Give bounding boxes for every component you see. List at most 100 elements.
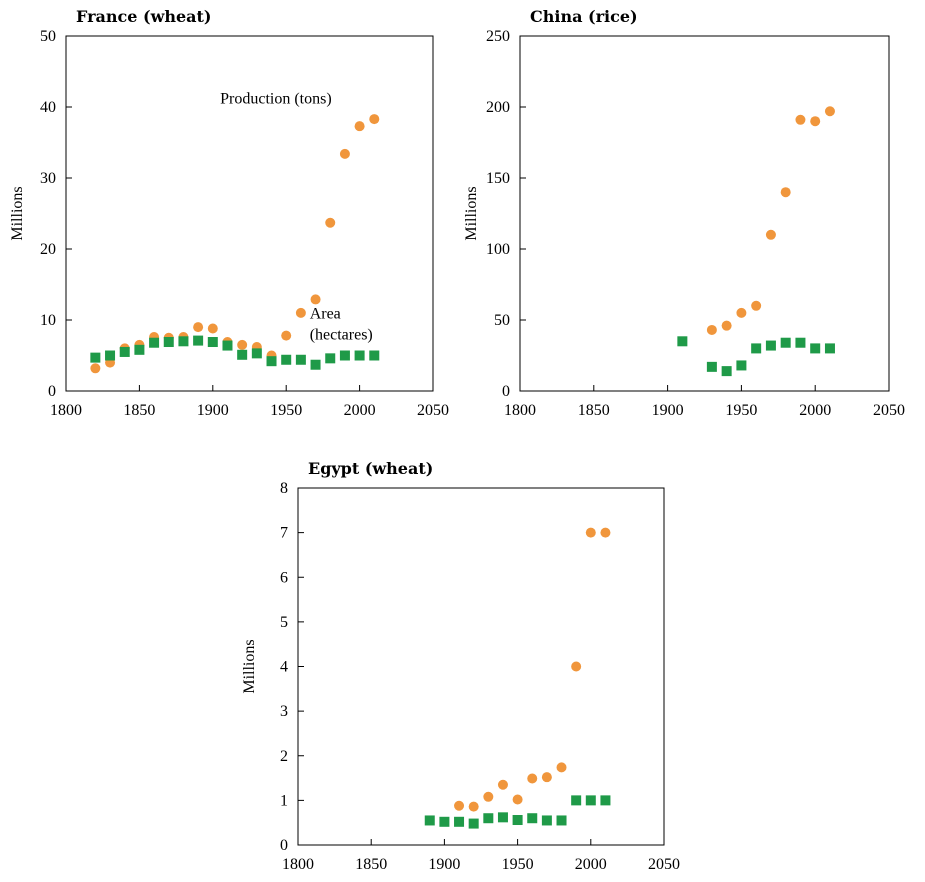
production-point	[193, 322, 204, 333]
production-point	[237, 339, 248, 350]
production-point	[281, 330, 292, 341]
y-tick-label: 1	[280, 792, 288, 809]
area-point	[780, 337, 791, 348]
area-point	[325, 353, 336, 364]
series-area	[677, 336, 835, 377]
production-point	[721, 320, 732, 331]
production-point	[585, 527, 596, 538]
y-tick-label: 50	[40, 28, 56, 45]
chart-egypt: Egypt (wheat) 0 1 2 3 4 5 6 7 8 1800 1850 1900 1950 20…	[241, 459, 680, 873]
series-production	[706, 106, 835, 335]
area-point	[721, 366, 732, 377]
production-point	[454, 800, 465, 811]
series-area	[424, 795, 611, 829]
x-tick-label: 1900	[652, 402, 684, 419]
x-tick-label: 1800	[282, 856, 314, 873]
area-point	[354, 350, 365, 361]
x-tick-label: 2000	[575, 856, 607, 873]
y-tick-label: 2	[280, 748, 288, 765]
x-tick-label: 1800	[50, 402, 82, 419]
y-axis-label: Millions	[9, 186, 26, 240]
production-point	[600, 527, 611, 538]
x-tick-label: 1800	[504, 402, 536, 419]
production-point	[339, 148, 350, 159]
area-point	[541, 815, 552, 826]
area-point	[497, 812, 508, 823]
y-tick-label: 0	[280, 837, 288, 854]
x-tick-label: 2050	[873, 402, 905, 419]
area-point	[765, 340, 776, 351]
area-point	[483, 813, 494, 824]
production-point	[765, 229, 776, 240]
x-tick-label: 1900	[197, 402, 229, 419]
y-axis-label: Millions	[463, 186, 480, 240]
area-point	[281, 354, 292, 365]
area-point	[795, 337, 806, 348]
area-point	[677, 336, 688, 347]
y-tick-label: 3	[280, 703, 288, 720]
y-tick-label: 5	[280, 614, 288, 631]
area-point	[571, 795, 582, 806]
area-point	[706, 361, 717, 372]
production-point	[354, 121, 365, 132]
x-tick-label: 1850	[355, 856, 387, 873]
area-point	[424, 815, 435, 826]
production-point	[90, 363, 101, 374]
annotation-label: Area	[310, 306, 341, 323]
area-point	[237, 349, 248, 360]
chart-title: China (rice)	[530, 7, 638, 26]
x-tick-label: 2000	[799, 402, 831, 419]
area-point	[119, 346, 130, 357]
production-point	[325, 217, 336, 228]
area-point	[824, 343, 835, 354]
x-tick-label: 1900	[428, 856, 460, 873]
area-point	[222, 340, 233, 351]
production-point	[810, 116, 821, 127]
area-point	[454, 816, 465, 827]
area-point	[439, 816, 450, 827]
series-production	[90, 114, 380, 374]
area-point	[369, 350, 380, 361]
area-point	[751, 343, 762, 354]
area-point	[810, 343, 821, 354]
area-point	[295, 354, 306, 365]
chart-title: France (wheat)	[76, 7, 211, 26]
area-point	[339, 350, 350, 361]
area-point	[527, 813, 538, 824]
x-tick-label: 1850	[578, 402, 610, 419]
production-point	[556, 762, 567, 773]
y-tick-label: 30	[40, 170, 56, 187]
annotation-label: (hectares)	[310, 327, 373, 344]
area-point	[266, 356, 277, 367]
area-point	[193, 335, 204, 346]
production-point	[310, 294, 321, 305]
x-tick-label: 1850	[123, 402, 155, 419]
production-point	[780, 187, 791, 198]
plot-frame	[519, 35, 890, 392]
area-point	[163, 337, 174, 348]
production-point	[824, 106, 835, 117]
area-point	[134, 344, 145, 355]
y-tick-label: 200	[486, 99, 510, 116]
x-tick-label: 1950	[725, 402, 757, 419]
y-tick-label: 7	[280, 525, 288, 542]
chart-france: France (wheat) 0 10 20 30 40 50 1800 1850 1900 195…	[9, 7, 449, 419]
area-point	[468, 818, 479, 829]
y-tick-label: 150	[486, 170, 510, 187]
production-point	[512, 794, 523, 805]
area-point	[178, 336, 189, 347]
area-point	[585, 795, 596, 806]
y-tick-label: 4	[280, 659, 288, 676]
x-tick-label: 1950	[270, 402, 302, 419]
production-point	[541, 772, 552, 783]
area-point	[105, 350, 116, 361]
area-point	[512, 815, 523, 826]
y-tick-label: 8	[280, 480, 288, 497]
y-axis-label: Millions	[241, 639, 258, 693]
production-point	[369, 114, 380, 125]
y-tick-label: 250	[486, 28, 510, 45]
area-point	[149, 337, 160, 348]
production-point	[295, 307, 306, 318]
area-point	[90, 352, 101, 363]
y-tick-label: 100	[486, 241, 510, 258]
